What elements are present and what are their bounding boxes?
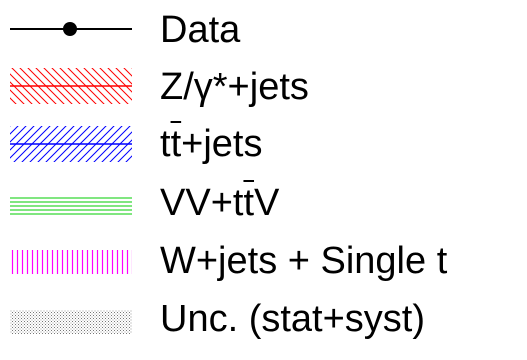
legend-label-wjets-singlet: W+jets + Single t: [160, 240, 448, 282]
uncertainty-swatch: [10, 310, 132, 334]
vv-ttv-swatch: [10, 195, 132, 217]
legend-label-vv-ttv: VV+ttV: [160, 183, 279, 223]
legend-label-uncertainty: Unc. (stat+syst): [160, 298, 425, 340]
wjets-singlet-swatch: [10, 250, 132, 274]
legend-label-data: Data: [160, 9, 241, 51]
label-part-bar: t: [170, 123, 182, 165]
label-part: V: [254, 182, 280, 224]
data-marker-point: [63, 22, 77, 36]
label-part: t: [160, 123, 171, 165]
legend-label-z-jets: Z/γ*+jets: [160, 66, 309, 108]
label-part: VV+t: [160, 182, 244, 224]
label-part-bar: t: [243, 182, 255, 224]
label-part: +jets: [181, 123, 263, 165]
legend-label-ttbar-jets: tt+jets: [160, 124, 262, 164]
